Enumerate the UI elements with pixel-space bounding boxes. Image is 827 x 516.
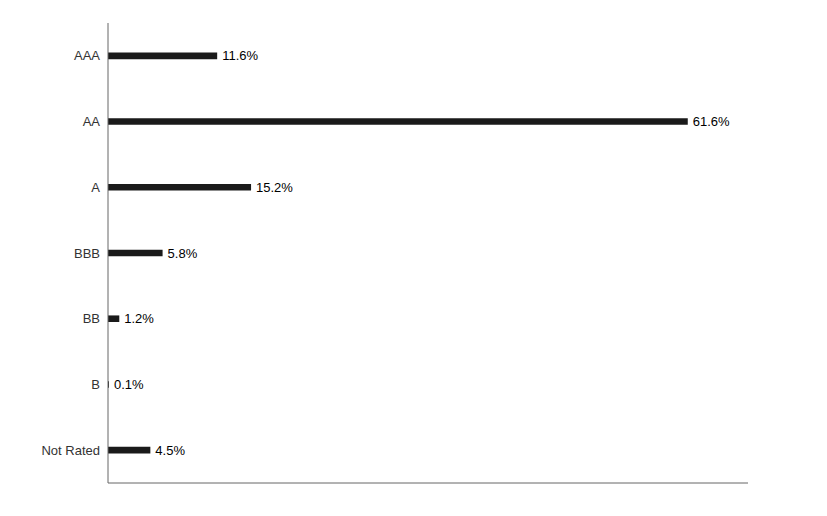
svg-text:1.2%: 1.2% (124, 311, 154, 326)
svg-text:0.1%: 0.1% (114, 377, 144, 392)
svg-text:AAA: AAA (74, 48, 100, 63)
svg-text:B: B (91, 377, 100, 392)
svg-text:5.8%: 5.8% (168, 246, 198, 261)
svg-text:4.5%: 4.5% (155, 443, 185, 458)
svg-text:AA: AA (83, 114, 101, 129)
svg-text:BB: BB (83, 311, 100, 326)
svg-text:A: A (91, 180, 100, 195)
svg-text:15.2%: 15.2% (256, 180, 293, 195)
svg-text:11.6%: 11.6% (222, 48, 258, 63)
svg-text:BBB: BBB (74, 246, 100, 261)
svg-text:Not Rated: Not Rated (41, 443, 100, 458)
svg-text:61.6%: 61.6% (693, 114, 730, 129)
